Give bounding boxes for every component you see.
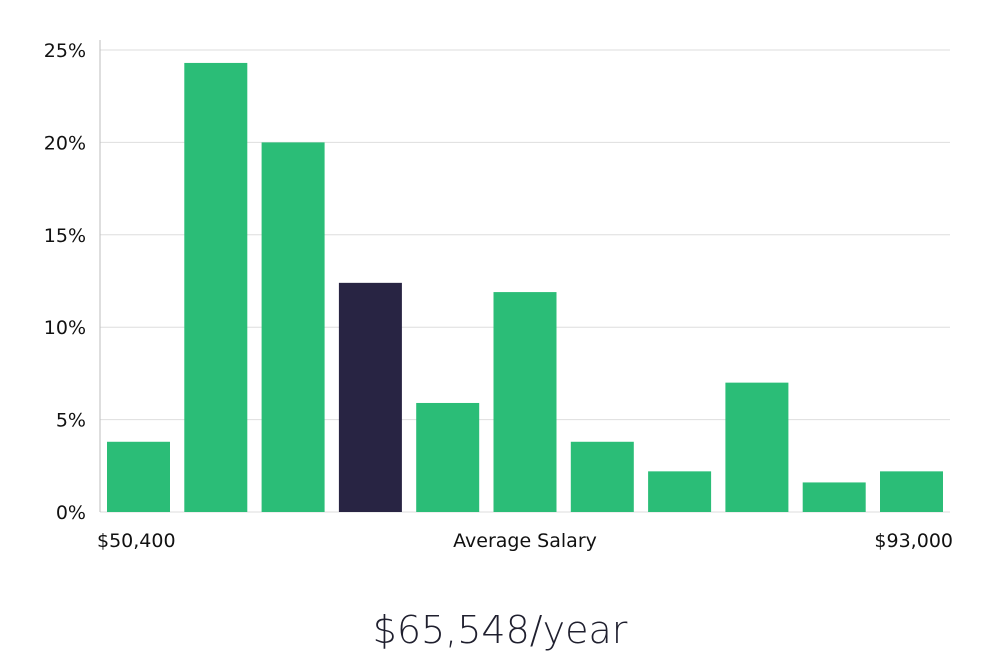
y-tick-labels: 0% 5% 10% 15% 20% 25%: [44, 40, 86, 524]
bar: [648, 471, 712, 512]
bar: [416, 402, 480, 512]
x-max-label: $93,000: [874, 530, 953, 552]
bar: [802, 482, 866, 512]
y-tick-label: 25%: [44, 40, 86, 62]
bar: [261, 142, 325, 512]
bar: [493, 292, 557, 512]
bar: [107, 441, 170, 512]
average-salary-headline: $65,548/year: [372, 608, 628, 652]
y-tick-label: 10%: [44, 317, 86, 339]
bar: [880, 471, 943, 512]
x-axis-title: Average Salary: [453, 530, 597, 552]
y-tick-label: 20%: [44, 132, 86, 154]
x-min-label: $50,400: [97, 530, 176, 552]
highlighted-bar: [338, 282, 402, 512]
y-tick-label: 15%: [44, 225, 86, 247]
y-tick-label: 0%: [56, 502, 86, 524]
salary-histogram: 0%5%10%15%20%25% $50,400 Average Salary …: [44, 40, 953, 552]
bars: [107, 62, 943, 512]
y-tick-label: 5%: [56, 410, 86, 432]
bar: [725, 382, 789, 512]
bar: [570, 441, 634, 512]
bar: [184, 62, 248, 512]
